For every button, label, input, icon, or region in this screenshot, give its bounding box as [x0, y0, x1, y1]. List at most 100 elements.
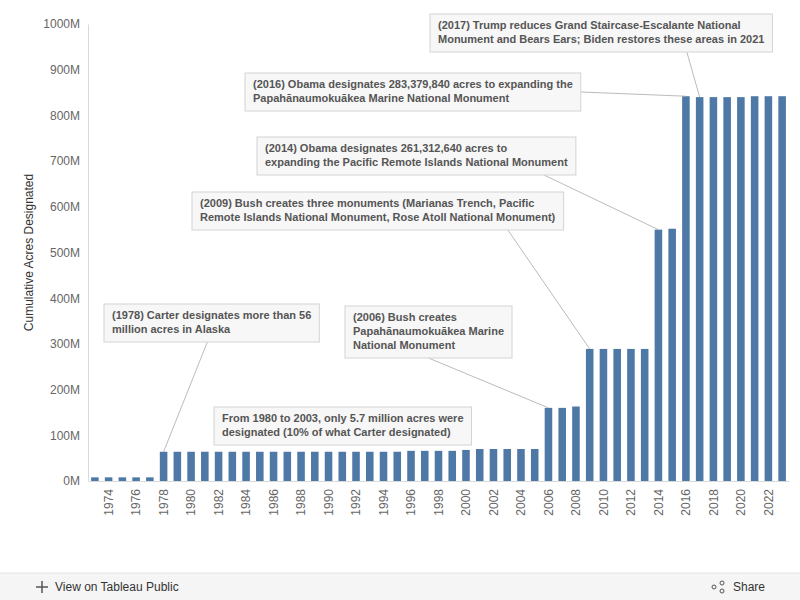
- bar[interactable]: [517, 449, 525, 481]
- annotation-box: [192, 192, 564, 230]
- bar[interactable]: [201, 452, 209, 481]
- bar[interactable]: [366, 452, 374, 481]
- bar[interactable]: [91, 477, 99, 481]
- tick: 700M: [50, 154, 88, 168]
- annotation-box: [345, 306, 512, 358]
- tick-label: 800M: [50, 109, 80, 123]
- annotation-connector: [581, 92, 686, 96]
- tick-label: 2020: [734, 489, 748, 516]
- annotation-line: designated (10% of what Carter designate…: [222, 426, 451, 438]
- bar[interactable]: [462, 450, 470, 481]
- tick-label: 2022: [762, 489, 776, 516]
- annotation-box: [214, 407, 472, 445]
- bar[interactable]: [407, 451, 415, 481]
- bar[interactable]: [600, 349, 608, 481]
- tick-label: 0M: [63, 474, 80, 488]
- tick: 300M: [50, 337, 88, 351]
- bar[interactable]: [558, 408, 566, 481]
- annotation-line: (2009) Bush creates three monuments (Mar…: [200, 197, 534, 209]
- bar[interactable]: [668, 229, 676, 481]
- tick-label: 1988: [294, 489, 308, 516]
- bar[interactable]: [572, 407, 580, 481]
- annotation-line: (2006) Bush creates: [353, 311, 457, 323]
- annotation-line: Papahānaumokuākea Marine National Monume…: [253, 92, 509, 104]
- bar[interactable]: [490, 449, 498, 481]
- tick-label: 300M: [50, 337, 80, 351]
- share-icon[interactable]: [712, 581, 724, 593]
- tick-label: 1978: [157, 489, 171, 516]
- bar[interactable]: [393, 452, 401, 481]
- tick-label: 1990: [322, 489, 336, 516]
- bar[interactable]: [586, 349, 594, 481]
- annotation: (2006) Bush createsPapahānaumokuākea Mar…: [345, 306, 512, 358]
- bar[interactable]: [751, 96, 759, 481]
- y-axis: 0M100M200M300M400M500M600M700M800M900M10…: [43, 17, 88, 488]
- tick: 1988: [294, 481, 308, 516]
- bar[interactable]: [297, 452, 305, 481]
- annotation-line: National Monument: [353, 339, 455, 351]
- annotation-connector: [429, 358, 549, 408]
- bar[interactable]: [380, 452, 388, 481]
- bar[interactable]: [723, 97, 731, 481]
- bar[interactable]: [215, 452, 223, 481]
- bar[interactable]: [765, 96, 773, 481]
- bar[interactable]: [325, 452, 333, 481]
- bar[interactable]: [696, 97, 704, 481]
- tick: 2018: [707, 481, 721, 516]
- annotations: (1978) Carter designates more than 56mil…: [104, 14, 772, 445]
- icon-stroke: [712, 585, 716, 589]
- bar[interactable]: [682, 96, 690, 481]
- tick-label: 200M: [50, 383, 80, 397]
- bar[interactable]: [613, 349, 621, 481]
- bar[interactable]: [339, 452, 347, 481]
- annotation-text: (1978) Carter designates more than 56mil…: [112, 309, 311, 335]
- bar[interactable]: [737, 97, 745, 481]
- bar[interactable]: [132, 477, 140, 481]
- bar[interactable]: [448, 451, 456, 481]
- toolbar-border: [0, 573, 800, 574]
- tick: 2020: [734, 481, 748, 516]
- tick-label: 1986: [267, 489, 281, 516]
- bar[interactable]: [284, 452, 292, 481]
- bar[interactable]: [476, 449, 484, 481]
- bar[interactable]: [270, 452, 278, 481]
- bar[interactable]: [627, 349, 635, 481]
- bar[interactable]: [352, 452, 360, 481]
- bar[interactable]: [641, 349, 649, 481]
- annotation: (2016) Obama designates 283,379,840 acre…: [245, 73, 581, 111]
- annotation-line: Remote Islands National Monument, Rose A…: [200, 211, 556, 223]
- tick: 2002: [487, 481, 501, 516]
- bar[interactable]: [256, 452, 264, 481]
- bar[interactable]: [778, 96, 786, 481]
- tableau-icon[interactable]: [36, 581, 48, 593]
- bar[interactable]: [655, 230, 663, 481]
- annotation-box: [104, 304, 319, 342]
- bar[interactable]: [105, 477, 113, 481]
- toolbar-share[interactable]: Share: [733, 580, 765, 594]
- bar[interactable]: [242, 452, 250, 481]
- bar[interactable]: [531, 449, 539, 481]
- bar[interactable]: [710, 97, 718, 481]
- bar[interactable]: [229, 452, 237, 481]
- bar[interactable]: [311, 452, 319, 481]
- bar[interactable]: [174, 452, 182, 481]
- bar[interactable]: [160, 452, 168, 481]
- tick-label: 1992: [349, 489, 363, 516]
- tick: 2010: [597, 481, 611, 516]
- bar[interactable]: [146, 477, 154, 481]
- bar[interactable]: [503, 449, 511, 481]
- bar[interactable]: [119, 477, 127, 481]
- bar[interactable]: [187, 452, 195, 481]
- annotation-line: expanding the Pacific Remote Islands Nat…: [265, 156, 568, 168]
- bar[interactable]: [435, 451, 443, 481]
- bar[interactable]: [545, 408, 553, 481]
- tick: 2022: [762, 481, 776, 516]
- toolbar-link[interactable]: View on Tableau Public: [55, 580, 179, 594]
- icon-stroke: [41, 581, 43, 593]
- tick: 1984: [239, 481, 253, 516]
- bar[interactable]: [421, 451, 429, 481]
- tick: 100M: [50, 429, 88, 443]
- tick-label: 1000M: [43, 17, 80, 31]
- tick: 2016: [679, 481, 693, 516]
- icon-stroke: [720, 589, 724, 593]
